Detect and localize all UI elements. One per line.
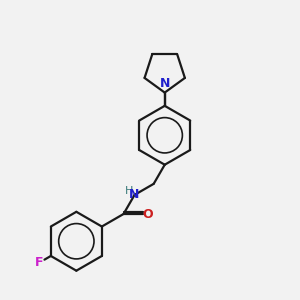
- Text: N: N: [129, 188, 140, 201]
- Text: O: O: [142, 208, 153, 220]
- Text: F: F: [34, 256, 43, 269]
- Text: N: N: [160, 77, 170, 90]
- Text: H: H: [125, 186, 134, 197]
